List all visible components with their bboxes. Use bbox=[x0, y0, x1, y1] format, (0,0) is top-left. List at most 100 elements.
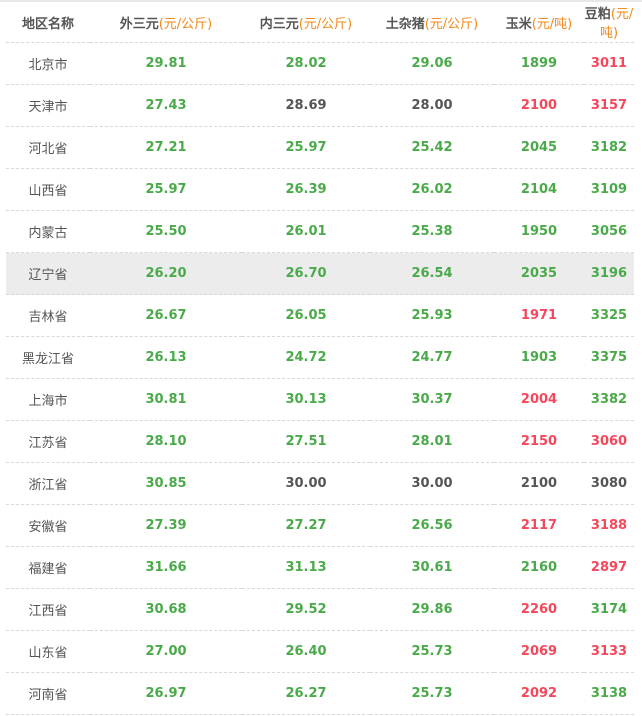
price-cell: 30.61 bbox=[370, 546, 494, 589]
price-cell: 3011 bbox=[584, 42, 634, 85]
column-name: 土杂猪 bbox=[385, 16, 425, 32]
region-cell: 江苏省 bbox=[6, 420, 90, 463]
price-cell: 27.27 bbox=[242, 504, 370, 547]
table-body: 北京市 29.81 28.02 29.06 1899 3011 天津市 27.43 28.69 2… bbox=[6, 42, 634, 715]
price-table: 地区名称 外三元(元/公斤) 内三元(元/公斤) 土杂猪(元/公斤) 玉米(元/吨) 豆粕… bbox=[6, 2, 634, 715]
price-cell: 3196 bbox=[584, 252, 634, 295]
price-cell: 31.66 bbox=[90, 546, 242, 589]
table-row: 天津市 27.43 28.69 28.00 2100 3157 bbox=[6, 84, 634, 127]
price-cell: 27.39 bbox=[90, 504, 242, 547]
price-cell: 3060 bbox=[584, 420, 634, 463]
price-cell: 26.05 bbox=[242, 294, 370, 337]
price-cell: 3157 bbox=[584, 84, 634, 127]
price-cell: 28.10 bbox=[90, 420, 242, 463]
price-cell: 24.72 bbox=[242, 336, 370, 379]
price-cell: 3109 bbox=[584, 168, 634, 211]
price-cell: 3182 bbox=[584, 126, 634, 169]
column-header: 土杂猪(元/公斤) bbox=[370, 2, 494, 43]
price-cell: 29.06 bbox=[370, 42, 494, 85]
price-cell: 25.93 bbox=[370, 294, 494, 337]
table-row: 山东省 27.00 26.40 25.73 2069 3133 bbox=[6, 630, 634, 673]
price-cell: 29.52 bbox=[242, 588, 370, 631]
price-cell: 3056 bbox=[584, 210, 634, 253]
price-cell: 26.02 bbox=[370, 168, 494, 211]
price-cell: 3375 bbox=[584, 336, 634, 379]
price-cell: 25.73 bbox=[370, 630, 494, 673]
price-cell: 27.21 bbox=[90, 126, 242, 169]
price-cell: 26.27 bbox=[242, 672, 370, 715]
column-name: 地区名称 bbox=[21, 16, 74, 32]
price-cell: 2045 bbox=[494, 126, 584, 169]
price-cell: 25.97 bbox=[90, 168, 242, 211]
region-cell: 河南省 bbox=[6, 672, 90, 715]
price-cell: 3188 bbox=[584, 504, 634, 547]
region-cell: 辽宁省 bbox=[6, 252, 90, 295]
price-cell: 28.69 bbox=[242, 84, 370, 127]
price-cell: 3133 bbox=[584, 630, 634, 673]
price-cell: 2150 bbox=[494, 420, 584, 463]
price-cell: 3325 bbox=[584, 294, 634, 337]
price-cell: 26.70 bbox=[242, 252, 370, 295]
region-cell: 山西省 bbox=[6, 168, 90, 211]
price-cell: 26.40 bbox=[242, 630, 370, 673]
column-name: 外三元 bbox=[119, 16, 159, 32]
table-row: 山西省 25.97 26.39 26.02 2104 3109 bbox=[6, 168, 634, 211]
column-unit: (元/公斤) bbox=[158, 16, 213, 32]
table-header: 地区名称 外三元(元/公斤) 内三元(元/公斤) 土杂猪(元/公斤) 玉米(元/吨) 豆粕… bbox=[6, 2, 634, 43]
price-cell: 30.68 bbox=[90, 588, 242, 631]
table-row: 吉林省 26.67 26.05 25.93 1971 3325 bbox=[6, 294, 634, 337]
region-cell: 山东省 bbox=[6, 630, 90, 673]
table-row: 上海市 30.81 30.13 30.37 2004 3382 bbox=[6, 378, 634, 421]
column-header: 地区名称 bbox=[6, 2, 90, 43]
price-cell: 27.51 bbox=[242, 420, 370, 463]
price-cell: 28.00 bbox=[370, 84, 494, 127]
table-row: 北京市 29.81 28.02 29.06 1899 3011 bbox=[6, 42, 634, 85]
price-cell: 1899 bbox=[494, 42, 584, 85]
price-cell: 3382 bbox=[584, 378, 634, 421]
price-cell: 3174 bbox=[584, 588, 634, 631]
column-unit: (元/公斤) bbox=[298, 16, 353, 32]
price-cell: 29.81 bbox=[90, 42, 242, 85]
price-cell: 2897 bbox=[584, 546, 634, 589]
region-cell: 天津市 bbox=[6, 84, 90, 127]
region-cell: 内蒙古 bbox=[6, 210, 90, 253]
price-cell: 2069 bbox=[494, 630, 584, 673]
table-row: 黑龙江省 26.13 24.72 24.77 1903 3375 bbox=[6, 336, 634, 379]
table-row: 浙江省 30.85 30.00 30.00 2100 3080 bbox=[6, 462, 634, 505]
price-cell: 29.86 bbox=[370, 588, 494, 631]
region-cell: 江西省 bbox=[6, 588, 90, 631]
price-cell: 25.42 bbox=[370, 126, 494, 169]
price-cell: 26.01 bbox=[242, 210, 370, 253]
top-border bbox=[0, 0, 642, 2]
price-cell: 26.67 bbox=[90, 294, 242, 337]
price-cell: 30.85 bbox=[90, 462, 242, 505]
price-cell: 25.97 bbox=[242, 126, 370, 169]
price-cell: 30.13 bbox=[242, 378, 370, 421]
price-cell: 27.43 bbox=[90, 84, 242, 127]
column-header: 玉米(元/吨) bbox=[494, 2, 584, 43]
price-cell: 30.00 bbox=[242, 462, 370, 505]
price-cell: 2092 bbox=[494, 672, 584, 715]
price-cell: 26.97 bbox=[90, 672, 242, 715]
region-cell: 福建省 bbox=[6, 546, 90, 589]
price-cell: 3080 bbox=[584, 462, 634, 505]
price-cell: 2160 bbox=[494, 546, 584, 589]
table-row: 内蒙古 25.50 26.01 25.38 1950 3056 bbox=[6, 210, 634, 253]
price-cell: 24.77 bbox=[370, 336, 494, 379]
region-cell: 安徽省 bbox=[6, 504, 90, 547]
price-cell: 31.13 bbox=[242, 546, 370, 589]
column-unit: (元/吨) bbox=[531, 16, 573, 32]
price-cell: 26.39 bbox=[242, 168, 370, 211]
price-cell: 2035 bbox=[494, 252, 584, 295]
price-cell: 2104 bbox=[494, 168, 584, 211]
column-name: 内三元 bbox=[259, 16, 299, 32]
price-cell: 1971 bbox=[494, 294, 584, 337]
region-cell: 吉林省 bbox=[6, 294, 90, 337]
column-header: 内三元(元/公斤) bbox=[242, 2, 370, 43]
table-row: 辽宁省 26.20 26.70 26.54 2035 3196 bbox=[6, 252, 634, 295]
price-cell: 2004 bbox=[494, 378, 584, 421]
price-cell: 3138 bbox=[584, 672, 634, 715]
price-cell: 30.37 bbox=[370, 378, 494, 421]
price-cell: 25.38 bbox=[370, 210, 494, 253]
column-unit: (元/公斤) bbox=[424, 16, 479, 32]
